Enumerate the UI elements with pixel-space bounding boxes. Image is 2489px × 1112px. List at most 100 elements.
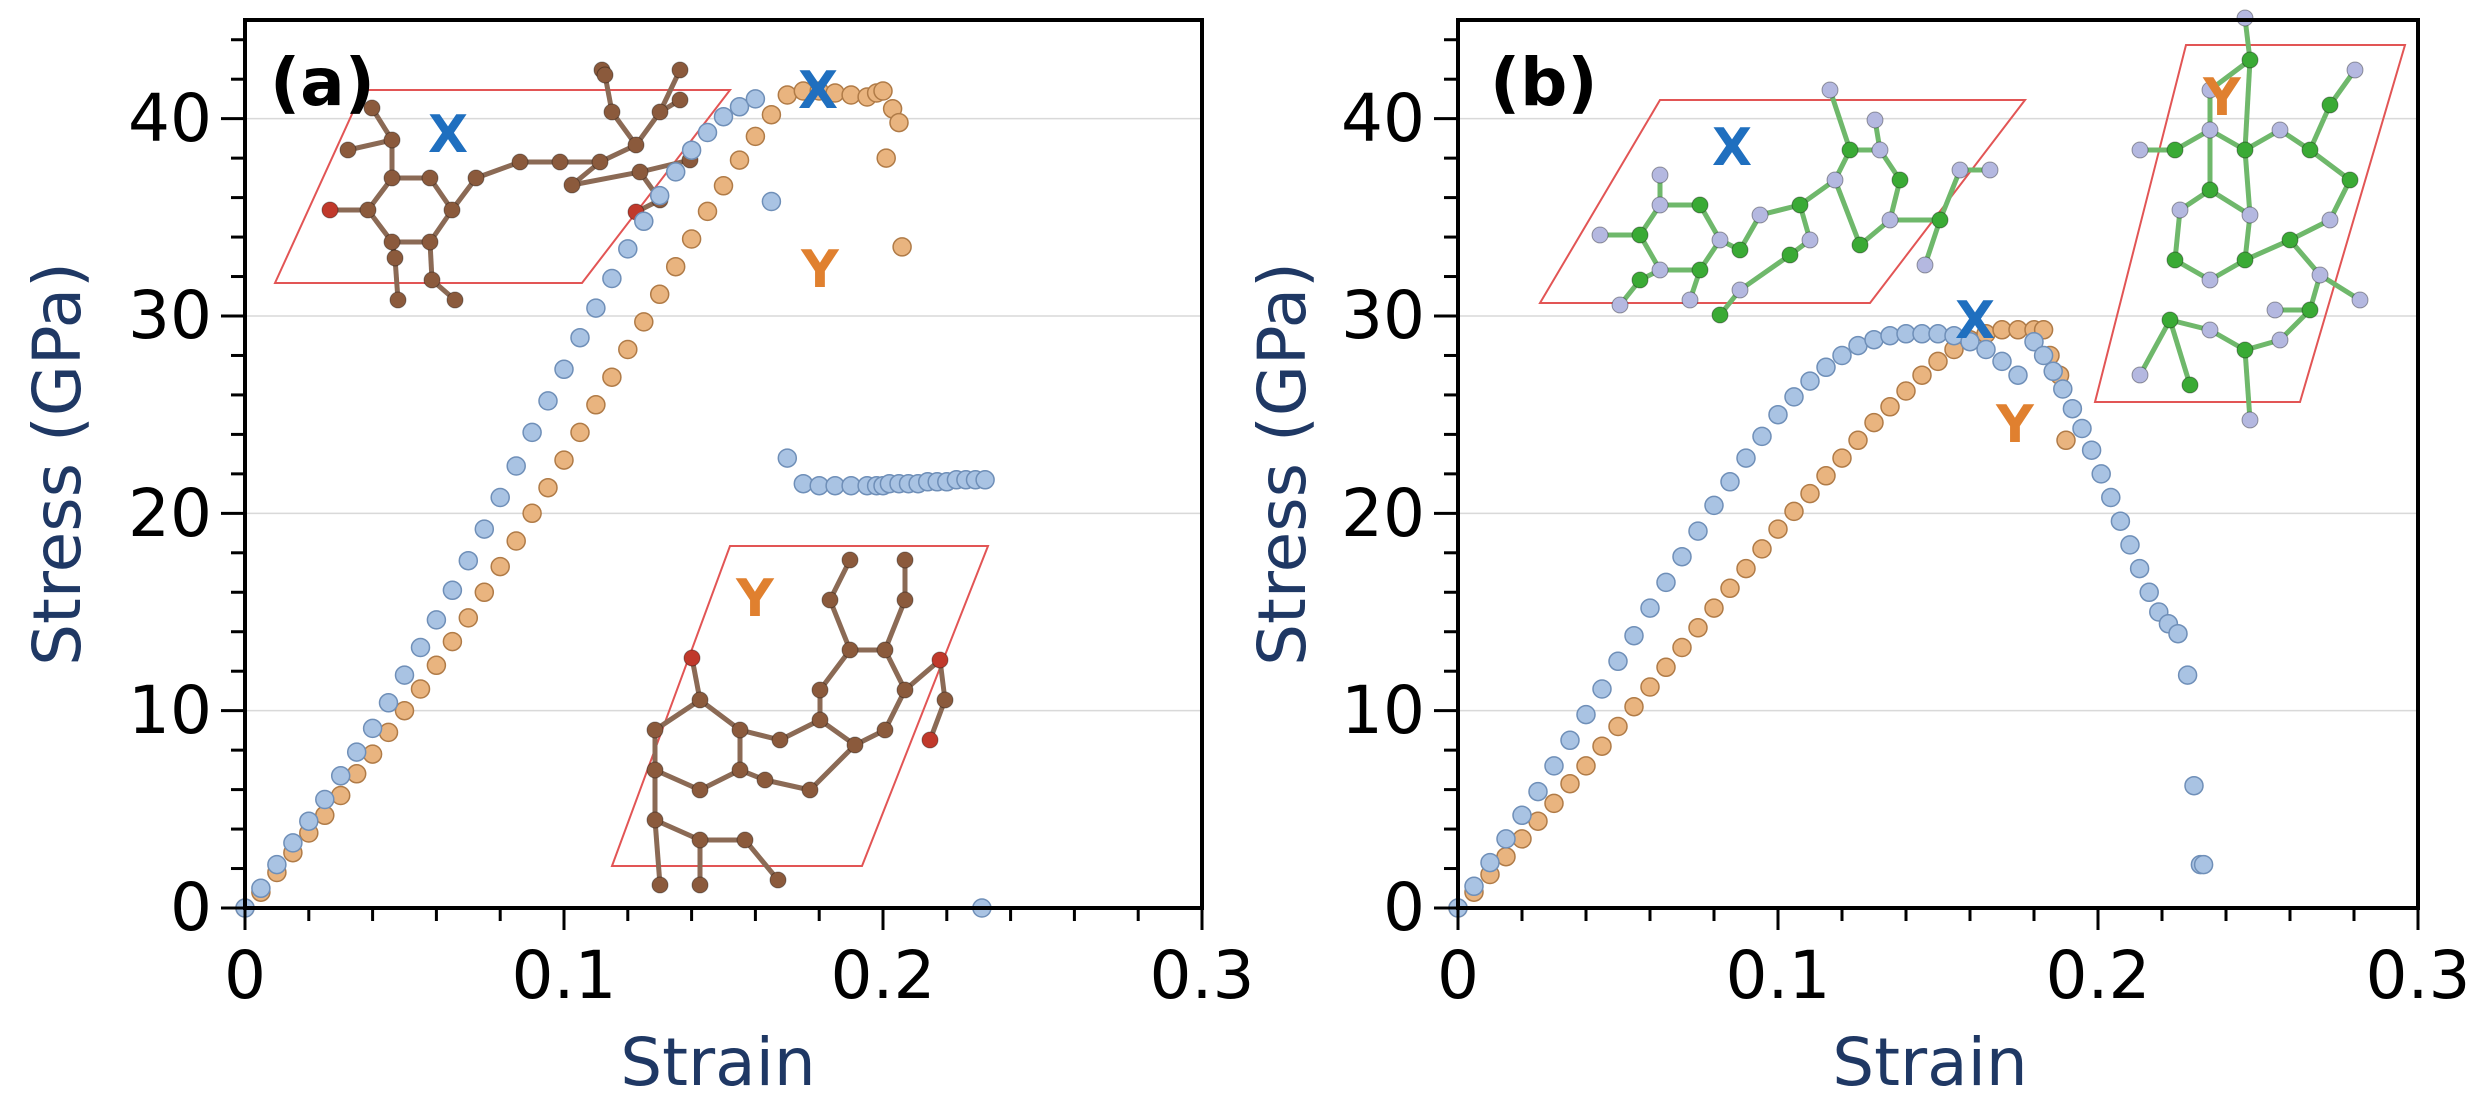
panel-a-inset-y-atom-7 <box>646 811 664 829</box>
panel-b-ytick-label-0: 0 <box>1383 869 1425 946</box>
panel-b-x-tick-labels: 0 0.1 0.2 0.3 <box>1437 937 2470 1014</box>
panel-a-inset-y-atom-14 <box>811 711 829 729</box>
panel-a-inset-y-atom-10 <box>651 876 669 894</box>
panel-a-inset-x-bond-27 <box>639 157 691 175</box>
panel-a-point-X-3 <box>283 833 303 853</box>
panel-a-point-Y-34 <box>777 85 798 105</box>
panel-b-point-Y-23 <box>1816 466 1836 486</box>
panel-b-y-tick-labels: 0 10 20 30 40 <box>1341 80 1425 946</box>
panel-b-inset-y-label: Y <box>2202 68 2242 128</box>
panel-b-point-X-17 <box>1720 472 1740 492</box>
panel-b-inset-x-atom-22 <box>1931 211 1949 229</box>
panel-b-inset-y-atom-4 <box>2166 141 2184 159</box>
panel-b-inset-x-atom-26 <box>1801 231 1819 249</box>
panel-b-inset-y-atom-7 <box>2271 121 2289 139</box>
panel-b-inset-y-bond-27 <box>2137 318 2173 377</box>
panel-b-inset-y-atom-1 <box>2241 51 2259 69</box>
panel-a-inset-y-atom-16 <box>811 681 829 699</box>
panel-a-point-X-24 <box>618 239 638 259</box>
panel-b-inset-y-atom-29 <box>2341 171 2359 189</box>
panel-b-point-Y-13 <box>1656 657 1676 678</box>
panel-b-inset-x-atom-18 <box>1891 171 1909 189</box>
panel-a-point-Y-22 <box>586 395 606 415</box>
panel-b-inset-y-molecule <box>2131 9 2369 429</box>
panel-a-point-X-32 <box>745 89 766 109</box>
panel-b-point-X-45 <box>2110 511 2131 531</box>
panel-a-inset-x-atom-14 <box>511 153 529 171</box>
panel-a-xtick-label-2: 0.2 <box>831 937 936 1014</box>
panel-b-inset-y-atom-13 <box>2236 251 2254 269</box>
panel-b-xtick-label-3: 0.3 <box>2366 937 2471 1014</box>
panel-b-inset-x-atom-28 <box>1731 281 1749 299</box>
panel-b-inset-y-atom-25 <box>2131 366 2149 384</box>
panel-b-point-Y-12 <box>1640 677 1660 697</box>
panel-a-point-X-27 <box>665 162 686 182</box>
panel-a-series-Y <box>235 81 912 918</box>
panel-b-point-Y-21 <box>1784 501 1804 522</box>
panel-a-inset-y-atom-8 <box>691 831 709 849</box>
panel-a-inset-y-bond-6 <box>698 698 742 732</box>
panel-a-point-X-19 <box>538 391 558 411</box>
panel-a-point-X-23 <box>602 268 622 289</box>
panel-a-inset-y-bond-24 <box>882 599 908 651</box>
panel-a-inset-y-atom-15 <box>846 736 864 754</box>
panel-a-point-Y-10 <box>394 700 415 721</box>
panel-b-inset-y-atom-26 <box>2181 376 2199 394</box>
panel-b-curve-label-y: Y <box>1995 395 2035 455</box>
panel-a-point-X-9 <box>378 693 399 713</box>
panel-a-point-Y-17 <box>506 531 526 551</box>
panel-b-inset-x-atom-19 <box>1881 211 1899 229</box>
panel-b-point-X-2 <box>1480 852 1500 873</box>
panel-a-inset-y-atom-18 <box>876 641 894 659</box>
panel-a-inset-y-atom-22 <box>841 551 859 569</box>
panel-b-inset-y-atom-12 <box>2241 206 2259 224</box>
panel-b-point-X-8 <box>1576 704 1596 725</box>
panel-a-inset-x-atom-3 <box>421 169 439 187</box>
panel-b-inset-structure-x: X <box>1538 81 2028 324</box>
panel-b-inset-x-molecule <box>1591 81 1999 324</box>
panel-b-ytick-label-3: 30 <box>1341 277 1425 354</box>
panel-a-inset-x-bond-25 <box>571 169 641 188</box>
panel-b-inset-y-atom-19 <box>2351 291 2369 309</box>
panel-a-inset-x-atom-16 <box>591 153 609 171</box>
panel-a-point-X-52 <box>975 470 995 490</box>
panel-b-inset-y-bond-2 <box>2242 59 2253 151</box>
panel-b-point-X-52 <box>2177 665 2198 685</box>
panel-a-curve-label-y: Y <box>800 240 840 300</box>
panel-b-inset-y-atom-5 <box>2201 121 2219 139</box>
panel-a-point-X-21 <box>570 327 590 348</box>
panel-b-inset-y-atom-30 <box>2321 211 2339 229</box>
panel-a-point-X-33 <box>761 191 782 212</box>
panel-b-point-X-37 <box>2033 345 2054 366</box>
panel-a-point-X-11 <box>410 637 431 658</box>
panel-a-point-X-10 <box>394 665 415 685</box>
panel-a-xtick-label-0: 0 <box>224 937 266 1014</box>
panel-a-point-Y-24 <box>618 339 638 360</box>
panel-b-curve-label-x: X <box>1955 291 1995 351</box>
panel-b-inset-x-atom-1 <box>1631 226 1649 244</box>
panel-b-inset-x-atom-6 <box>1651 261 1669 279</box>
panel-b-inset-x-atom-24 <box>1981 161 1999 179</box>
panel-b-point-X-21 <box>1784 387 1804 407</box>
panel-a-inset-y-bond-31 <box>808 743 857 792</box>
panel-b-inset-x-atom-23 <box>1951 161 1969 179</box>
panel-a-point-Y-31 <box>729 150 750 170</box>
panel-a-inset-x-atom-26 <box>563 176 581 194</box>
panel-b-point-X-36 <box>2024 331 2044 352</box>
panel-a-inset-y-atom-20 <box>876 721 894 739</box>
panel-b-point-Y-30 <box>1928 351 1948 372</box>
panel-b-inset-x-atom-14 <box>1826 171 1844 189</box>
panel-a-point-X-5 <box>315 789 335 810</box>
panel-a-inset-y-atom-17 <box>841 641 859 659</box>
panel-a-inset-y-bond-12 <box>652 819 663 886</box>
panel-a-inset-x-atom-4 <box>443 201 461 219</box>
panel-a-point-Y-29 <box>697 201 718 222</box>
panel-b-point-Y-16 <box>1704 598 1724 618</box>
panel-b-point-X-7 <box>1560 730 1580 751</box>
panel-b-inset-y-atom-28 <box>2266 301 2284 319</box>
panel-b-inset-x-atom-21 <box>1866 111 1884 129</box>
panel-a-xtick-label-1: 0.1 <box>512 937 617 1014</box>
panel-a-point-Y-38 <box>841 85 861 105</box>
panel-b-point-X-22 <box>1800 371 1820 391</box>
